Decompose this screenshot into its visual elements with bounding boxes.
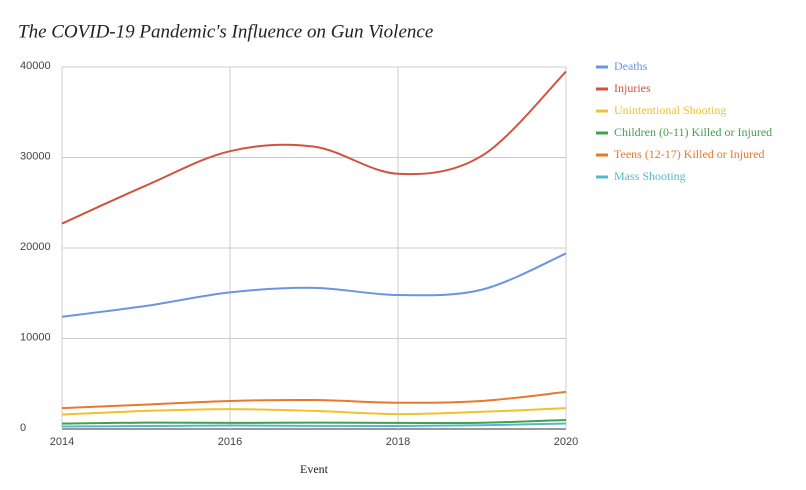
x-tick-label: 2014	[50, 436, 74, 448]
series-line	[61, 70, 567, 225]
x-tick-label: 2018	[386, 436, 410, 448]
y-tick-label: 10000	[20, 331, 51, 343]
legend-label: Unintentional Shooting	[614, 103, 726, 117]
series-line	[61, 418, 567, 425]
y-tick-label: 30000	[20, 150, 51, 162]
legend-label: Deaths	[614, 59, 648, 73]
x-tick-label: 2020	[554, 436, 578, 448]
y-tick-label: 40000	[20, 60, 51, 72]
series-line	[61, 422, 567, 428]
y-tick-label: 20000	[20, 241, 51, 253]
x-axis-label: Event	[300, 462, 329, 476]
chart-title: The COVID-19 Pandemic's Influence on Gun…	[18, 21, 433, 42]
y-tick-label: 0	[20, 422, 26, 434]
legend-label: Mass Shooting	[614, 169, 686, 183]
legend-label: Injuries	[614, 81, 651, 95]
x-tick-label: 2016	[218, 436, 242, 448]
series-line	[61, 407, 567, 416]
series-line	[61, 390, 567, 410]
legend-label: Children (0-11) Killed or Injured	[614, 125, 772, 139]
legend-label: Teens (12-17) Killed or Injured	[614, 147, 764, 161]
series-line	[61, 252, 567, 318]
